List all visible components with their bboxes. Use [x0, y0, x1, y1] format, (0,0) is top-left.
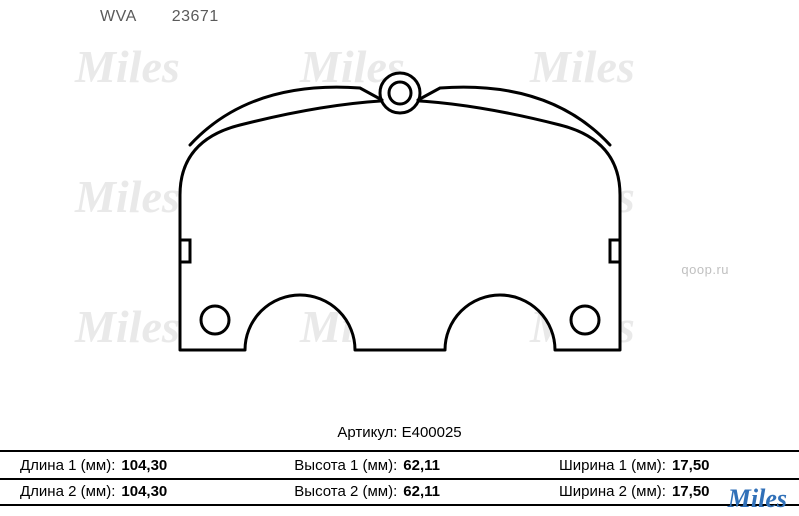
spec-value: 17,50 [672, 457, 710, 474]
spec-value: 62,11 [403, 457, 440, 474]
spec-cell: Длина 2 (мм): 104,30 [0, 483, 274, 500]
spec-cell: Длина 1 (мм): 104,30 [0, 457, 274, 474]
spec-label: Ширина 2 (мм): [559, 483, 666, 500]
spec-label: Длина 2 (мм): [20, 483, 115, 500]
spec-row-2: Длина 2 (мм): 104,30 Высота 2 (мм): 62,11 Ши… [0, 478, 799, 506]
spec-value: 104,30 [121, 457, 167, 474]
spec-value: 62,11 [403, 483, 440, 500]
article-line: Артикул: E400025 [0, 424, 799, 441]
article-label: Артикул: [337, 424, 397, 441]
spec-cell: Высота 2 (мм): 62,11 [274, 483, 539, 500]
site-watermark: qoop.ru [681, 262, 729, 277]
spec-cell: Ширина 1 (мм): 17,50 [539, 457, 799, 474]
spec-cell: Высота 1 (мм): 62,11 [274, 457, 539, 474]
article-value: E400025 [402, 424, 462, 441]
spec-row-1: Длина 1 (мм): 104,30 Высота 1 (мм): 62,11 Ши… [0, 450, 799, 480]
product-spec-card: MilesMilesMilesMilesMilesMilesMilesMiles… [0, 0, 799, 516]
spec-value: 104,30 [121, 483, 167, 500]
brand-logo: Miles [728, 484, 787, 514]
spec-label: Ширина 1 (мм): [559, 457, 666, 474]
wva-header: WVA 23671 [100, 8, 219, 26]
spec-label: Длина 1 (мм): [20, 457, 115, 474]
wva-label: WVA [100, 8, 137, 26]
wva-code: 23671 [172, 8, 219, 26]
spec-label: Высота 1 (мм): [294, 457, 397, 474]
spec-label: Высота 2 (мм): [294, 483, 397, 500]
spec-value: 17,50 [672, 483, 710, 500]
brake-pad-diagram [50, 30, 750, 410]
